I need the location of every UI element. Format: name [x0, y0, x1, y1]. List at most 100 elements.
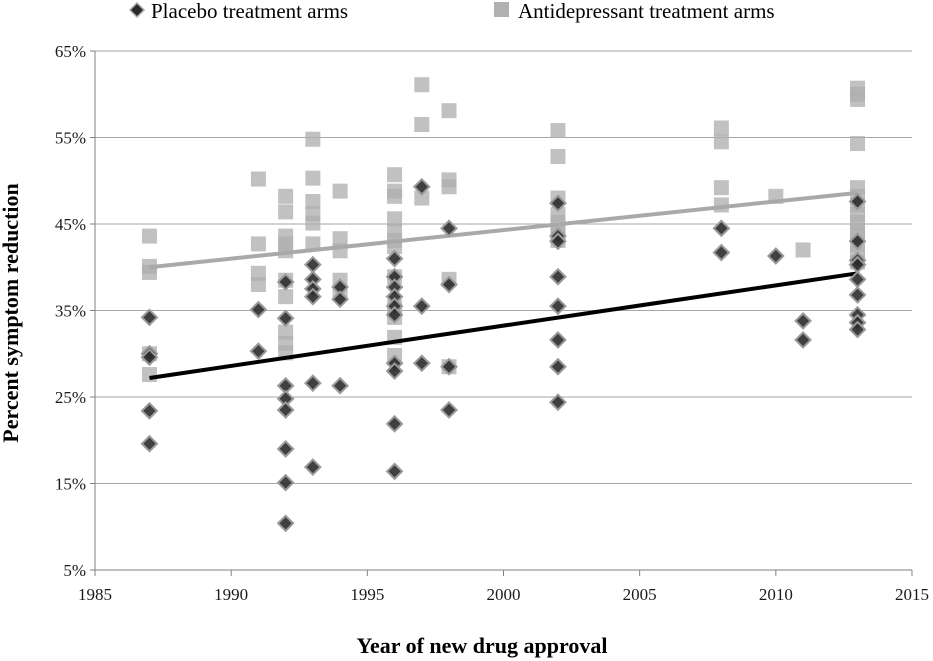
antidepressant-point — [250, 171, 266, 187]
antidepressant-point — [250, 277, 266, 293]
placebo-point — [276, 273, 295, 291]
x-axis-tick-labels: 1985 1990 1995 2000 2005 2010 2015 — [78, 585, 929, 604]
legend: Placebo treatment arms Antidepressant tr… — [128, 0, 775, 23]
x-tick-label: 2015 — [895, 585, 929, 604]
placebo-point — [549, 297, 567, 316]
x-tick-label: 1995 — [350, 585, 384, 604]
antidepressant-point — [278, 188, 294, 204]
antidepressant-point — [441, 179, 457, 195]
placebo-point — [249, 342, 268, 361]
x-tick-label: 2010 — [759, 585, 793, 604]
placebo-point — [331, 290, 350, 309]
x-tick-label: 2005 — [623, 585, 657, 604]
placebo-point — [385, 414, 404, 433]
placebo-point — [412, 297, 431, 316]
y-tick-label: 25% — [55, 388, 86, 407]
antidepressant-point — [278, 204, 294, 220]
antidepressant-point — [141, 367, 157, 383]
placebo-point — [549, 194, 567, 213]
placebo-trendline — [149, 271, 858, 380]
x-tick-label: 2000 — [487, 585, 521, 604]
placebo-point — [440, 275, 458, 294]
x-axis-title: Year of new drug approval — [357, 633, 608, 658]
y-tick-label: 35% — [55, 302, 86, 321]
placebo-point — [140, 348, 159, 367]
placebo-point — [440, 401, 458, 419]
antidepressant-point — [278, 289, 294, 305]
antidepressant-point — [305, 170, 321, 186]
placebo-point — [440, 219, 458, 238]
antidepressant-point — [550, 149, 566, 165]
placebo-point — [385, 305, 404, 324]
legend-label-placebo: Placebo treatment arms — [151, 0, 348, 23]
antidepressant-point — [795, 242, 811, 258]
placebo-point — [140, 401, 159, 420]
antidepressant-point — [305, 236, 321, 252]
trendline-antidepressant — [149, 190, 858, 270]
placebo-point — [712, 243, 731, 262]
placebo-point — [412, 177, 431, 196]
antidepressant-point — [387, 211, 403, 227]
placebo-point — [276, 473, 295, 492]
y-axis-title: Percent symptom reduction — [0, 183, 23, 442]
placebo-point — [140, 308, 159, 327]
antidepressant-point — [441, 103, 457, 119]
y-tick-label: 55% — [55, 129, 86, 148]
placebo-point — [303, 287, 322, 306]
placebo-point — [303, 458, 322, 476]
antidepressant-point — [305, 131, 321, 147]
y-axis-tick-labels: 5% 15% 25% 35% 45% 55% 65% — [55, 42, 86, 580]
legend-item-antidepressant: Antidepressant treatment arms — [494, 0, 775, 23]
legend-marker-placebo — [128, 1, 146, 19]
legend-item-placebo: Placebo treatment arms — [128, 0, 348, 23]
placebo-point — [385, 462, 404, 481]
placebo-point — [385, 362, 404, 380]
placebo-point — [549, 357, 567, 376]
placebo-point — [712, 219, 731, 238]
antidepressant-point — [713, 120, 729, 136]
placebo-point — [303, 374, 322, 393]
placebo-point — [412, 354, 431, 373]
placebo-point — [440, 357, 458, 376]
antidepressant-point — [387, 188, 403, 204]
placebo-point — [794, 311, 812, 330]
antidepressant-trendline — [149, 190, 858, 270]
placebo-point — [766, 247, 785, 265]
x-tick-label: 1990 — [214, 585, 248, 604]
antidepressant-point — [850, 136, 866, 152]
placebo-point — [276, 439, 295, 458]
placebo-point — [276, 514, 295, 533]
gridlines — [95, 50, 912, 484]
antidepressant-point — [387, 167, 403, 183]
trendline-placebo — [149, 271, 858, 380]
legend-marker-antidepressant — [494, 2, 509, 17]
series-antidepressant — [141, 77, 866, 383]
antidepressant-point — [305, 215, 321, 231]
placebo-point — [848, 232, 867, 251]
antidepressant-point — [250, 236, 266, 252]
placebo-point — [276, 401, 295, 419]
placebo-point — [549, 330, 567, 349]
placebo-point — [303, 255, 322, 274]
placebo-point — [549, 393, 567, 412]
antidepressant-point — [550, 123, 566, 139]
placebo-point — [848, 286, 867, 304]
y-tick-label: 65% — [55, 42, 86, 61]
antidepressant-point — [713, 134, 729, 150]
y-tick-label: 45% — [55, 215, 86, 234]
placebo-point — [549, 232, 567, 251]
y-tick-label: 5% — [63, 561, 86, 580]
antidepressant-point — [305, 194, 321, 210]
antidepressant-point — [332, 183, 348, 199]
antidepressant-point — [332, 231, 348, 247]
series-placebo — [140, 177, 867, 533]
placebo-point — [331, 376, 350, 395]
antidepressant-point — [414, 77, 430, 93]
placebo-point — [249, 300, 268, 319]
placebo-point — [276, 309, 295, 328]
placebo-point — [848, 192, 867, 211]
axes — [90, 50, 913, 576]
x-tick-label: 1985 — [78, 585, 112, 604]
antidepressant-point — [141, 228, 157, 244]
